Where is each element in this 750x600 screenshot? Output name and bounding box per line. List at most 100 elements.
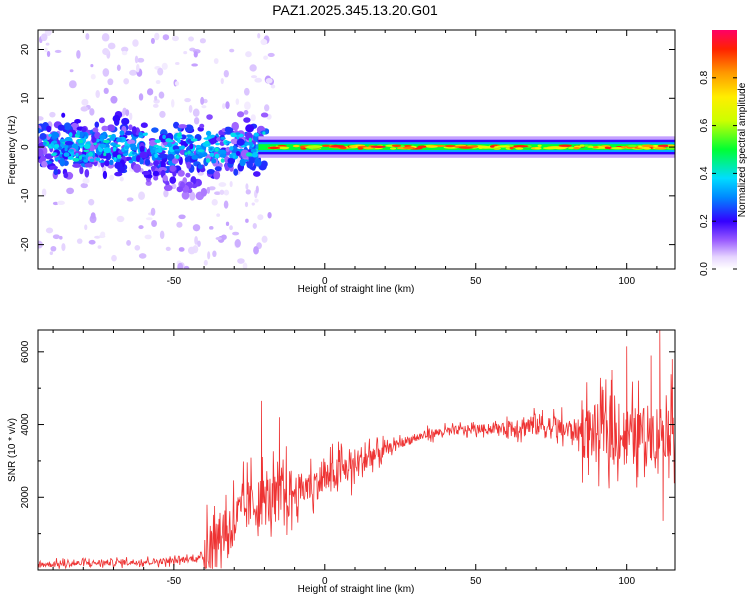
noise-blob xyxy=(150,207,156,216)
band-core-blob xyxy=(83,159,89,163)
snr-x-tick-label: -50 xyxy=(167,576,182,587)
band-core-blob xyxy=(154,139,161,144)
band-blob xyxy=(39,132,47,140)
signal-core-blob xyxy=(402,146,415,150)
noise-blob xyxy=(225,221,230,226)
noise-blob xyxy=(223,200,229,209)
noise-blob xyxy=(107,78,114,86)
noise-blob xyxy=(257,33,261,39)
signal-core-blob xyxy=(509,146,514,150)
snr-y-tick-label: 6000 xyxy=(20,340,31,363)
noise-blob xyxy=(38,116,44,121)
band-core-blob xyxy=(197,149,205,153)
signal-core-blob xyxy=(643,147,652,150)
noise-blob xyxy=(270,84,276,89)
colorbar-tick-label: 0.0 xyxy=(699,262,710,276)
noise-blob xyxy=(119,176,124,182)
snr-series-line xyxy=(38,330,675,570)
noise-blob xyxy=(154,95,158,101)
band-core-blob xyxy=(68,148,74,152)
band-blob xyxy=(158,153,168,159)
noise-blob xyxy=(111,254,117,262)
noise-blob xyxy=(235,98,240,105)
band-blob xyxy=(176,186,184,193)
band-blob xyxy=(173,121,180,129)
band-blob xyxy=(128,124,133,131)
noise-blob xyxy=(121,46,129,53)
band-core-blob xyxy=(83,143,91,150)
noise-blob xyxy=(201,105,207,109)
noise-blob xyxy=(267,211,272,219)
band-core-blob xyxy=(99,143,107,148)
noise-blob xyxy=(44,47,48,53)
band-core-blob xyxy=(205,130,212,137)
spectrogram-x-tick-label: -50 xyxy=(167,276,182,287)
band-core-blob xyxy=(116,137,123,143)
band-core-blob xyxy=(156,148,163,153)
band-core-blob xyxy=(225,141,232,144)
band-blob xyxy=(112,114,121,123)
band-core-blob xyxy=(238,133,244,138)
band-core-blob xyxy=(205,140,210,145)
band-core-blob xyxy=(98,138,105,142)
band-core-blob xyxy=(177,139,181,143)
noise-blob xyxy=(252,222,257,229)
band-core-blob xyxy=(249,141,254,147)
noise-blob xyxy=(192,108,200,117)
noise-blob xyxy=(45,227,54,234)
noise-blob xyxy=(68,80,77,89)
band-blob xyxy=(50,131,60,139)
noise-blob xyxy=(191,63,198,67)
noise-blob xyxy=(81,98,89,106)
band-blob xyxy=(131,126,137,135)
band-core-blob xyxy=(110,133,116,140)
band-core-blob xyxy=(128,159,134,164)
noise-blob xyxy=(163,189,169,198)
band-blob xyxy=(152,170,160,177)
noise-blob xyxy=(216,213,221,217)
band-blob xyxy=(79,166,84,175)
band-core-blob xyxy=(190,138,198,142)
band-blob xyxy=(98,117,105,124)
signal-core-blob xyxy=(573,146,580,150)
snr-y-tick-label: 4000 xyxy=(20,413,31,436)
band-core-blob xyxy=(48,133,52,137)
band-blob xyxy=(139,145,145,153)
noise-blob xyxy=(244,201,249,208)
band-blob xyxy=(135,154,141,163)
band-blob xyxy=(200,187,208,197)
band-core-blob xyxy=(230,132,236,136)
band-blob xyxy=(185,172,191,178)
band-blob xyxy=(224,127,234,133)
noise-blob xyxy=(162,34,170,41)
noise-blob xyxy=(243,87,250,96)
signal-core-blob xyxy=(567,146,575,150)
band-blob xyxy=(236,111,245,118)
band-blob xyxy=(109,159,114,166)
band-blob xyxy=(199,123,205,129)
band-core-blob xyxy=(59,138,66,143)
signal-core-blob xyxy=(330,144,345,148)
band-blob xyxy=(63,172,69,179)
noise-blob xyxy=(101,33,110,42)
signal-core-blob xyxy=(592,146,599,149)
band-core-blob xyxy=(63,145,69,149)
band-core-blob xyxy=(215,142,220,146)
signal-core-blob xyxy=(458,146,474,149)
signal-core-blob xyxy=(292,144,300,148)
noise-blob xyxy=(82,177,90,184)
band-blob xyxy=(180,181,186,189)
band-blob xyxy=(235,151,241,156)
band-core-blob xyxy=(230,152,237,156)
band-core-blob xyxy=(220,158,225,163)
noise-blob xyxy=(232,231,240,236)
noise-blob xyxy=(234,239,241,248)
band-core-blob xyxy=(210,134,215,138)
signal-core-blob xyxy=(489,145,495,148)
noise-blob xyxy=(155,80,161,85)
band-blob xyxy=(181,191,190,200)
noise-blob xyxy=(146,88,154,96)
noise-blob xyxy=(206,186,211,194)
noise-blob xyxy=(159,110,166,118)
band-blob xyxy=(92,127,99,133)
